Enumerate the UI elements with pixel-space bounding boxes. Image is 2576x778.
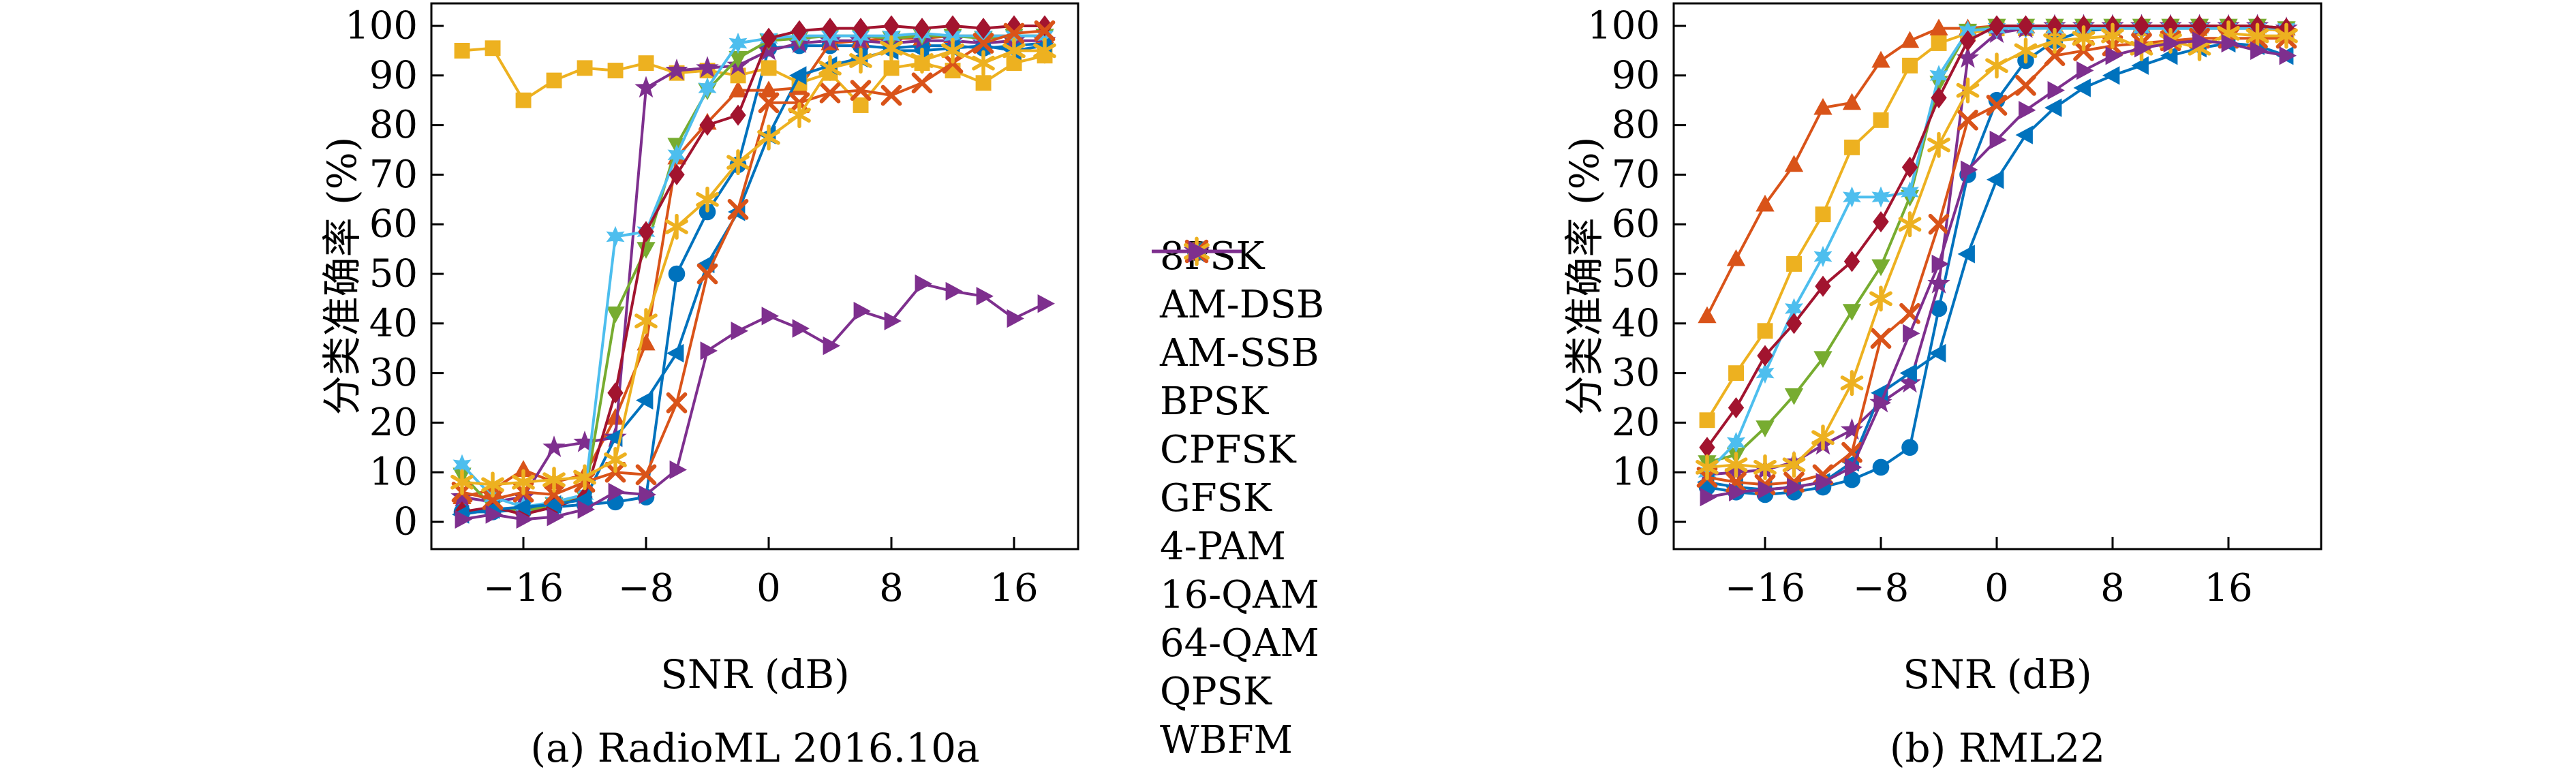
legend-label: AM-DSB: [1160, 282, 1325, 327]
y-tick-label: 80: [369, 103, 418, 147]
x-tick-label: −16: [1725, 566, 1805, 610]
caption-chart-b: (b) RML22: [1889, 725, 2106, 771]
series-b-qpsk: [1696, 20, 2298, 480]
legend: 8PSK AM-DSB AM-SSB BPSK CPFSK GFSK 4-PAM 16-QAM…: [1150, 232, 1324, 764]
plot-box-chart-a: [430, 2, 1079, 550]
legend-label: AM-SSB: [1160, 330, 1319, 375]
legend-item-64-qam: 64-QAM: [1150, 239, 1324, 668]
y-tick-label: 10: [1612, 450, 1660, 495]
series-a-qpsk: [450, 35, 1056, 498]
series-b-4-pam: [1699, 15, 2295, 458]
series-b-am-ssb: [1699, 20, 2295, 429]
y-tick-label: 80: [1612, 103, 1660, 147]
legend-label: 4-PAM: [1160, 524, 1286, 569]
x-tick-label: 16: [2204, 566, 2252, 610]
y-tick-label: 100: [1587, 4, 1660, 48]
legend-label: 8PSK: [1160, 234, 1265, 279]
series-a-wbfm: [455, 274, 1055, 529]
legend-item-am-ssb: AM-SSB: [1150, 242, 1324, 377]
y-tick-label: 0: [1636, 500, 1660, 544]
series-b-gfsk: [1698, 18, 2296, 483]
y-tick-label: 60: [1612, 202, 1660, 247]
legend-item-am-dsb: AM-DSB: [1150, 240, 1325, 329]
y-tick-label: 40: [1612, 301, 1660, 345]
y-tick-label: 70: [369, 153, 418, 197]
x-axis-title-chart-b: SNR (dB): [1903, 651, 2092, 698]
series-b-bpsk: [1696, 14, 2298, 484]
x-tick-label: 8: [879, 566, 904, 610]
x-axis-title-chart-a: SNR (dB): [660, 651, 850, 698]
legend-item-4-pam: 4-PAM: [1150, 239, 1324, 571]
series-a-am-dsb: [453, 26, 1054, 504]
legend-label: BPSK: [1160, 379, 1269, 424]
wbfm-triangle-right-icon: [1152, 240, 1242, 262]
y-tick-label: 40: [369, 301, 418, 345]
legend-item-wbfm: WBFM: [1150, 240, 1324, 764]
y-tick-label: 60: [369, 202, 418, 247]
y-tick-label: 90: [369, 53, 418, 97]
series-a-64-qam: [451, 20, 1056, 510]
y-tick-label: 20: [1612, 401, 1660, 445]
series-a-4-pam: [454, 15, 1053, 525]
legend-label: GFSK: [1160, 476, 1272, 520]
legend-label: QPSK: [1160, 669, 1272, 714]
legend-label: 16-QAM: [1160, 572, 1319, 617]
series-a-gfsk: [453, 22, 1054, 518]
y-tick-label: 30: [369, 351, 418, 395]
y-tick-label: 30: [1612, 351, 1660, 395]
y-tick-label: 90: [1612, 53, 1660, 97]
legend-item-16-qam: 16-QAM: [1150, 240, 1324, 619]
x-tick-label: 8: [2100, 566, 2125, 610]
y-axis-title-chart-a: 分类准确率 (%): [319, 136, 365, 416]
x-tick-label: 0: [756, 566, 781, 610]
series-b-wbfm: [1700, 31, 2297, 507]
y-tick-label: 50: [1612, 252, 1660, 296]
caption-chart-a: (a) RadioML 2016.10a: [530, 725, 980, 771]
legend-label: CPFSK: [1160, 427, 1296, 472]
x-tick-label: 16: [990, 566, 1038, 610]
legend-item-qpsk: QPSK: [1150, 236, 1324, 716]
x-tick-label: 0: [1984, 566, 2009, 610]
series-b-cpfsk: [1698, 18, 2296, 472]
chart-a: 0 10 20 30 40 50 60 70 80 90 100 −16 −8 0 8 16: [345, 2, 1079, 610]
x-tick-label: −16: [483, 566, 564, 610]
legend-item-gfsk: GFSK: [1150, 239, 1324, 523]
y-tick-label: 100: [345, 4, 418, 48]
y-tick-label: 50: [369, 252, 418, 296]
y-tick-label: 0: [393, 500, 418, 544]
legend-item-bpsk: BPSK: [1150, 237, 1324, 426]
legend-item-cpfsk: CPFSK: [1150, 243, 1324, 474]
legend-label: WBFM: [1160, 717, 1293, 762]
series-a-8psk: [453, 35, 1054, 520]
y-tick-label: 10: [369, 450, 418, 495]
x-tick-label: −8: [618, 566, 675, 610]
legend-label: 64-QAM: [1160, 621, 1319, 666]
y-axis-title-chart-b: 分类准确率 (%): [1561, 136, 1608, 416]
chart-b: 0 10 20 30 40 50 60 70 80 90 100 −16 −8 0 8 16: [1587, 2, 2322, 610]
x-tick-label: −8: [1853, 566, 1910, 610]
y-tick-label: 20: [369, 401, 418, 445]
y-tick-label: 70: [1612, 153, 1660, 197]
